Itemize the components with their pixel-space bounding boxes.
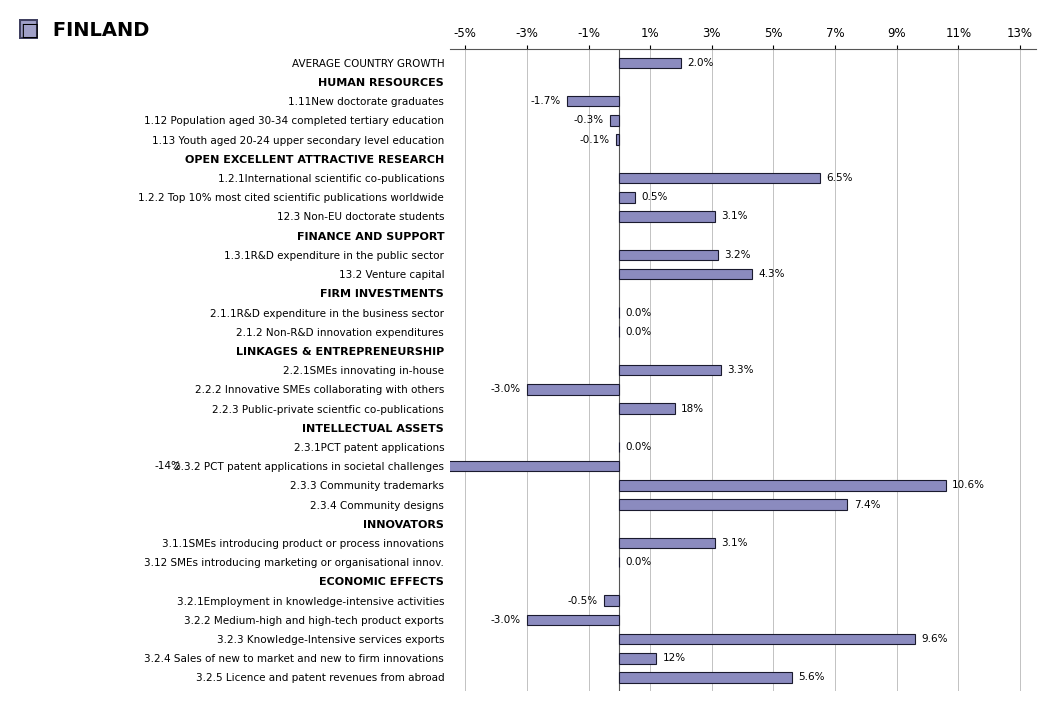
Bar bbox=[619, 403, 675, 414]
Bar bbox=[619, 365, 721, 375]
Text: 3.3%: 3.3% bbox=[727, 365, 754, 375]
Text: □  FINLAND: □ FINLAND bbox=[21, 21, 150, 40]
Text: 18%: 18% bbox=[681, 403, 704, 414]
Text: -0.3%: -0.3% bbox=[574, 116, 604, 125]
Bar bbox=[619, 653, 656, 663]
Text: 0.0%: 0.0% bbox=[626, 307, 652, 317]
Text: 0.0%: 0.0% bbox=[626, 557, 652, 568]
Text: 4.3%: 4.3% bbox=[758, 269, 784, 279]
Text: 3.1%: 3.1% bbox=[721, 212, 748, 221]
Bar bbox=[616, 135, 619, 145]
Bar bbox=[527, 384, 619, 395]
Bar bbox=[619, 212, 714, 222]
FancyBboxPatch shape bbox=[20, 20, 37, 38]
Text: 0.0%: 0.0% bbox=[626, 442, 652, 452]
Text: -3.0%: -3.0% bbox=[491, 384, 521, 394]
Bar bbox=[619, 480, 947, 491]
Text: 3.1%: 3.1% bbox=[721, 538, 748, 548]
Text: -0.1%: -0.1% bbox=[579, 135, 610, 145]
Text: 0.5%: 0.5% bbox=[641, 192, 667, 202]
Bar bbox=[619, 58, 681, 68]
Bar bbox=[610, 115, 619, 125]
Bar bbox=[619, 173, 820, 183]
Bar bbox=[619, 634, 915, 644]
Text: -0.5%: -0.5% bbox=[568, 596, 597, 606]
Text: 5.6%: 5.6% bbox=[798, 673, 824, 682]
Bar bbox=[187, 461, 619, 472]
Text: 7.4%: 7.4% bbox=[854, 500, 880, 510]
Text: 10.6%: 10.6% bbox=[952, 480, 985, 491]
Bar bbox=[619, 250, 718, 260]
Text: 3.2%: 3.2% bbox=[724, 250, 751, 260]
Text: -1.7%: -1.7% bbox=[530, 96, 561, 106]
Text: 12%: 12% bbox=[662, 654, 685, 663]
Bar bbox=[604, 595, 619, 606]
Bar bbox=[619, 499, 847, 510]
Bar bbox=[527, 615, 619, 625]
Text: 9.6%: 9.6% bbox=[922, 634, 948, 644]
Text: 6.5%: 6.5% bbox=[826, 173, 852, 183]
Text: -3.0%: -3.0% bbox=[491, 615, 521, 625]
Text: 2.0%: 2.0% bbox=[687, 58, 713, 68]
Bar bbox=[619, 192, 635, 202]
Bar bbox=[619, 538, 714, 548]
Bar bbox=[567, 96, 619, 106]
Text: -14%: -14% bbox=[155, 461, 182, 471]
Bar bbox=[619, 269, 752, 279]
Text: 0.0%: 0.0% bbox=[626, 326, 652, 337]
Bar bbox=[619, 672, 792, 682]
